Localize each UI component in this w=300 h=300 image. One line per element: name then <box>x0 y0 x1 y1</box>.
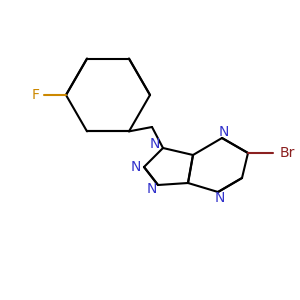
Text: N: N <box>150 137 160 151</box>
Text: F: F <box>32 88 40 102</box>
Text: N: N <box>219 125 229 139</box>
Text: N: N <box>131 160 141 174</box>
Text: N: N <box>147 182 157 196</box>
Text: Br: Br <box>279 146 295 160</box>
Text: N: N <box>215 191 225 205</box>
